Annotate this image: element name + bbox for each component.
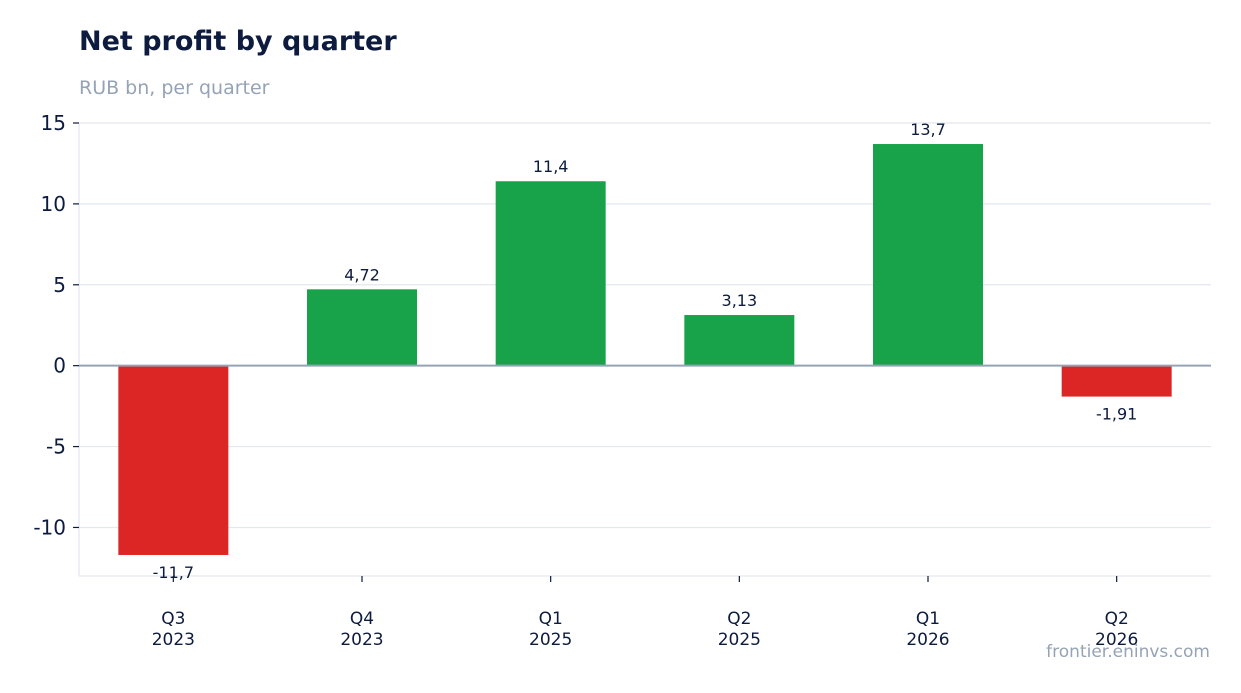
axes: 151050-5-10Q32023Q42023Q12025Q22025Q1202… [33, 111, 1211, 650]
x-tick-label-year: 2023 [152, 630, 195, 650]
y-tick-label: -10 [33, 515, 66, 539]
x-tick-label-quarter: Q4 [350, 609, 374, 629]
x-tick-label-quarter: Q2 [1105, 609, 1129, 629]
data-label: 13,7 [910, 120, 946, 139]
x-tick-label-year: 2025 [718, 630, 761, 650]
bars [118, 144, 1172, 555]
y-tick-label: 10 [41, 192, 66, 216]
x-tick-label-quarter: Q1 [539, 609, 563, 629]
y-tick-label: 5 [53, 273, 66, 297]
x-tick-label-quarter: Q2 [727, 609, 751, 629]
source-credit: frontier.eninvs.com [1046, 642, 1210, 662]
y-tick-label: 0 [53, 354, 66, 378]
bar [1061, 365, 1172, 397]
data-label: -11,7 [153, 563, 194, 582]
y-tick-label: -5 [46, 435, 66, 459]
chart-subtitle: RUB bn, per quarter [79, 77, 270, 99]
x-tick-label-year: 2025 [529, 630, 572, 650]
data-label: 3,13 [722, 291, 758, 310]
data-label: 11,4 [533, 157, 569, 176]
bar [873, 144, 983, 366]
bar [118, 365, 229, 555]
grid-lines [78, 122, 1211, 577]
bar [495, 181, 606, 366]
bar [307, 289, 417, 366]
x-tick-label-year: 2026 [906, 630, 949, 650]
y-tick-label: 15 [41, 111, 66, 135]
data-label: -1,91 [1096, 405, 1137, 424]
x-tick-label-year: 2026 [1095, 630, 1138, 650]
data-label: 4,72 [344, 265, 380, 284]
x-tick-label-quarter: Q1 [916, 609, 940, 629]
chart-title: Net profit by quarter [79, 26, 397, 57]
x-tick-label-year: 2023 [340, 630, 383, 650]
data-labels: -11,7 4,72 11,4 3,13 13,7 -1,91 [153, 120, 1138, 582]
x-tick-label-quarter: Q3 [161, 609, 185, 629]
bar [684, 315, 795, 366]
